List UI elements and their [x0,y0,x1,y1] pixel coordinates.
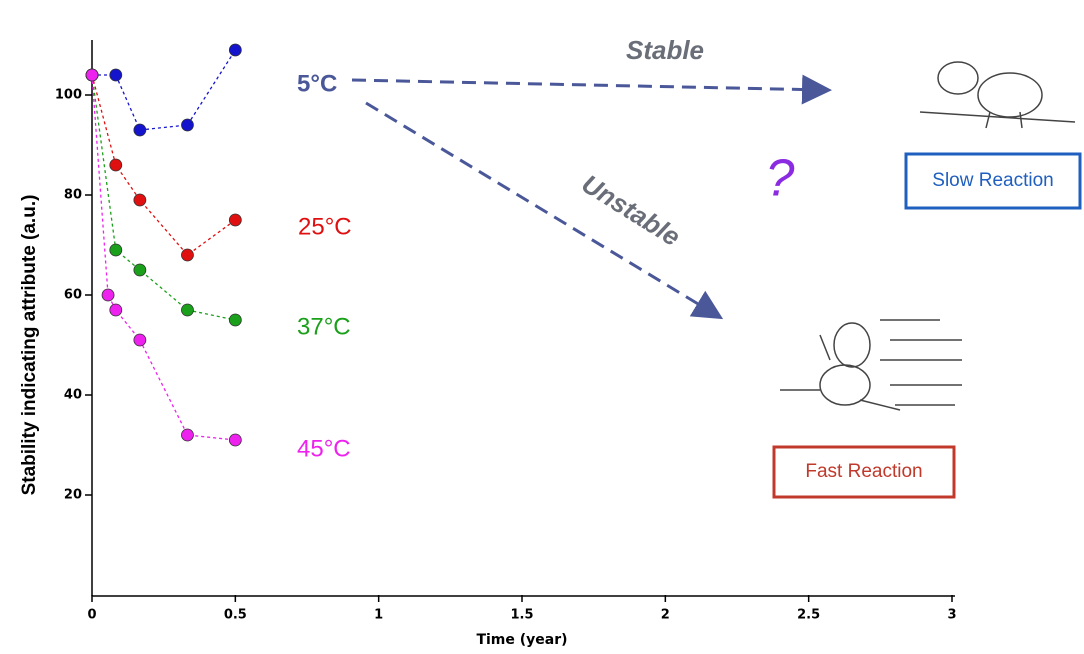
y-tick-label: 60 [64,288,82,303]
data-point [181,304,193,316]
series-label: 45°C [297,435,351,462]
data-point [181,249,193,261]
y-axis-label: Stability indicating attribute (a.u.) [19,195,40,496]
data-point [134,124,146,136]
y-tick-label: 20 [64,488,82,503]
chart: Stability indicating attribute (a.u.) Ti… [0,0,1084,654]
x-tick-label: 2 [661,608,670,623]
stable-label: Stable [626,35,704,65]
data-point [110,244,122,256]
x-tick-label: 0.5 [224,608,247,623]
series-label: 37°C [297,313,351,340]
y-tick-label: 100 [55,88,82,103]
data-point [110,304,122,316]
y-tick-label: 80 [64,188,82,203]
series-line [92,50,235,130]
x-axis-label: Time (year) [476,632,567,648]
stable-arrow [352,80,826,90]
fast-label: Fast Reaction [805,461,922,482]
data-point [134,194,146,206]
y-tick-label: 40 [64,388,82,403]
turtle-icon [920,62,1075,128]
x-tick-label: 1.5 [510,608,533,623]
series-line [92,75,235,320]
question-mark: ? [766,150,795,208]
data-point [229,44,241,56]
data-point [110,69,122,81]
x-tick-label: 2.5 [797,608,820,623]
series-label: 25°C [298,213,352,240]
data-point [102,289,114,301]
data-point [229,314,241,326]
data-point [86,69,98,81]
data-point [181,119,193,131]
slow-label: Slow Reaction [932,170,1053,191]
unstable-arrow [366,103,718,316]
data-point [134,334,146,346]
data-point [134,264,146,276]
data-point [110,159,122,171]
x-tick-label: 3 [947,608,956,623]
series-line [92,75,235,440]
data-point [229,214,241,226]
runner-icon [780,320,962,410]
x-tick-label: 1 [374,608,383,623]
x-tick-label: 0 [87,608,96,623]
data-point [229,434,241,446]
data-point [181,429,193,441]
series-label: 5°C [297,70,337,97]
